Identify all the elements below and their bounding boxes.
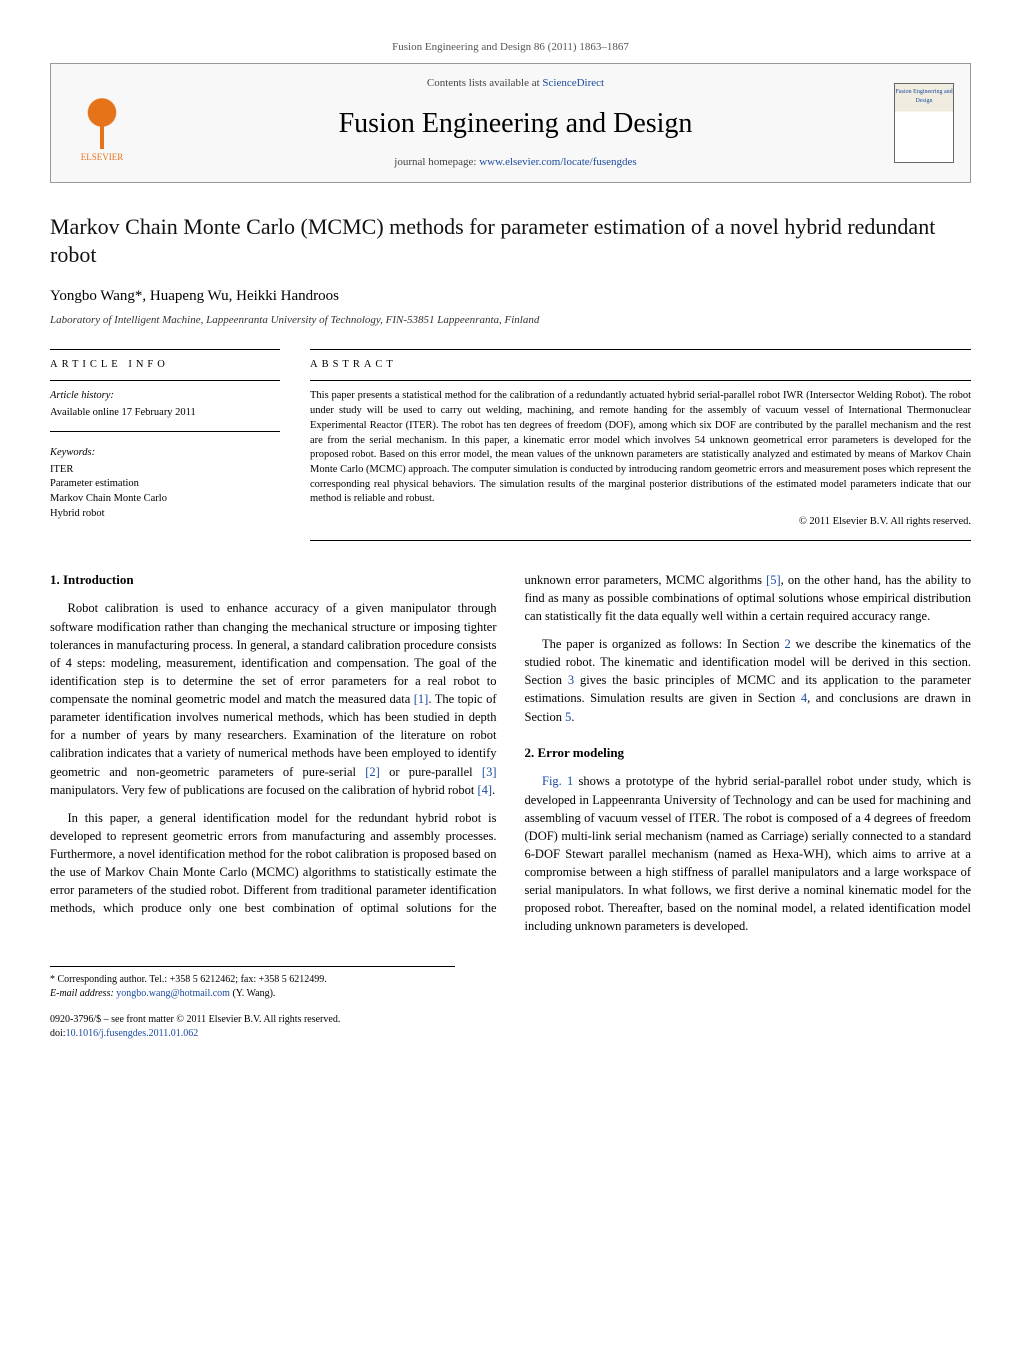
ref-link[interactable]: [1] bbox=[414, 692, 429, 706]
text: manipulators. Very few of publications a… bbox=[50, 783, 477, 797]
text: shows a prototype of the hybrid serial-p… bbox=[525, 774, 972, 933]
keywords-label: Keywords: bbox=[50, 446, 280, 461]
section-1-heading: 1. Introduction bbox=[50, 571, 497, 590]
article-title: Markov Chain Monte Carlo (MCMC) methods … bbox=[50, 213, 971, 268]
doi-label: doi: bbox=[50, 1028, 66, 1039]
journal-header-box: ELSEVIER Contents lists available at Sci… bbox=[50, 63, 971, 183]
corresponding-footer: * Corresponding author. Tel.: +358 5 621… bbox=[50, 966, 455, 1041]
homepage-prefix: journal homepage: bbox=[394, 156, 479, 168]
text: The paper is organized as follows: In Se… bbox=[542, 637, 784, 651]
abstract-heading: ABSTRACT bbox=[310, 358, 971, 373]
contents-line: Contents lists available at ScienceDirec… bbox=[137, 76, 894, 91]
authors: Yongbo Wang*, Huapeng Wu, Heikki Handroo… bbox=[50, 286, 971, 307]
homepage-link[interactable]: www.elsevier.com/locate/fusengdes bbox=[479, 156, 637, 168]
corresponding-text: * Corresponding author. Tel.: +358 5 621… bbox=[50, 973, 455, 987]
ref-link[interactable]: [5] bbox=[766, 573, 781, 587]
doi-link[interactable]: 10.1016/j.fusengdes.2011.01.062 bbox=[66, 1028, 199, 1039]
abstract-copyright: © 2011 Elsevier B.V. All rights reserved… bbox=[310, 515, 971, 530]
article-info-heading: ARTICLE INFO bbox=[50, 358, 280, 373]
figure-link[interactable]: Fig. 1 bbox=[542, 774, 573, 788]
ref-link[interactable]: [2] bbox=[365, 765, 380, 779]
keyword: ITER bbox=[50, 463, 280, 478]
meta-row: ARTICLE INFO Article history: Available … bbox=[50, 349, 971, 541]
text: Robot calibration is used to enhance acc… bbox=[50, 601, 497, 706]
text: . bbox=[571, 710, 574, 724]
keyword: Hybrid robot bbox=[50, 507, 280, 522]
contents-prefix: Contents lists available at bbox=[427, 77, 542, 89]
elsevier-tree-icon bbox=[77, 96, 127, 151]
elsevier-logo: ELSEVIER bbox=[67, 83, 137, 163]
section-1-para-1: Robot calibration is used to enhance acc… bbox=[50, 599, 497, 798]
doi-line: doi:10.1016/j.fusengdes.2011.01.062 bbox=[50, 1027, 455, 1041]
keyword: Parameter estimation bbox=[50, 477, 280, 492]
section-1-para-3: The paper is organized as follows: In Se… bbox=[525, 635, 972, 726]
email-line: E-mail address: yongbo.wang@hotmail.com … bbox=[50, 987, 455, 1001]
publisher-name: ELSEVIER bbox=[81, 151, 124, 164]
article-info-block: ARTICLE INFO Article history: Available … bbox=[50, 349, 280, 541]
text: or pure-parallel bbox=[380, 765, 482, 779]
text: . bbox=[492, 783, 495, 797]
front-matter: 0920-3796/$ – see front matter © 2011 El… bbox=[50, 1013, 455, 1027]
ref-link[interactable]: [4] bbox=[477, 783, 492, 797]
affiliation: Laboratory of Intelligent Machine, Lappe… bbox=[50, 313, 971, 328]
journal-name: Fusion Engineering and Design bbox=[137, 104, 894, 143]
section-2-para-1: Fig. 1 shows a prototype of the hybrid s… bbox=[525, 772, 972, 935]
section-2-heading: 2. Error modeling bbox=[525, 744, 972, 763]
keyword: Markov Chain Monte Carlo bbox=[50, 492, 280, 507]
running-head: Fusion Engineering and Design 86 (2011) … bbox=[50, 40, 971, 55]
email-label: E-mail address: bbox=[50, 988, 116, 999]
email-suffix: (Y. Wang). bbox=[230, 988, 276, 999]
authors-text: Yongbo Wang*, Huapeng Wu, Heikki Handroo… bbox=[50, 288, 339, 304]
history-text: Available online 17 February 2011 bbox=[50, 406, 280, 421]
ref-link[interactable]: [3] bbox=[482, 765, 497, 779]
history-label: Article history: bbox=[50, 389, 280, 404]
text: In this paper, a general identification … bbox=[50, 811, 497, 916]
journal-header-center: Contents lists available at ScienceDirec… bbox=[137, 76, 894, 170]
journal-cover-thumb: Fusion Engineering and Design bbox=[894, 83, 954, 163]
email-link[interactable]: yongbo.wang@hotmail.com bbox=[116, 988, 230, 999]
homepage-line: journal homepage: www.elsevier.com/locat… bbox=[137, 155, 894, 170]
abstract-text: This paper presents a statistical method… bbox=[310, 389, 971, 507]
abstract-block: ABSTRACT This paper presents a statistic… bbox=[310, 349, 971, 541]
body-columns: 1. Introduction Robot calibration is use… bbox=[50, 571, 971, 936]
sciencedirect-link[interactable]: ScienceDirect bbox=[542, 77, 604, 89]
